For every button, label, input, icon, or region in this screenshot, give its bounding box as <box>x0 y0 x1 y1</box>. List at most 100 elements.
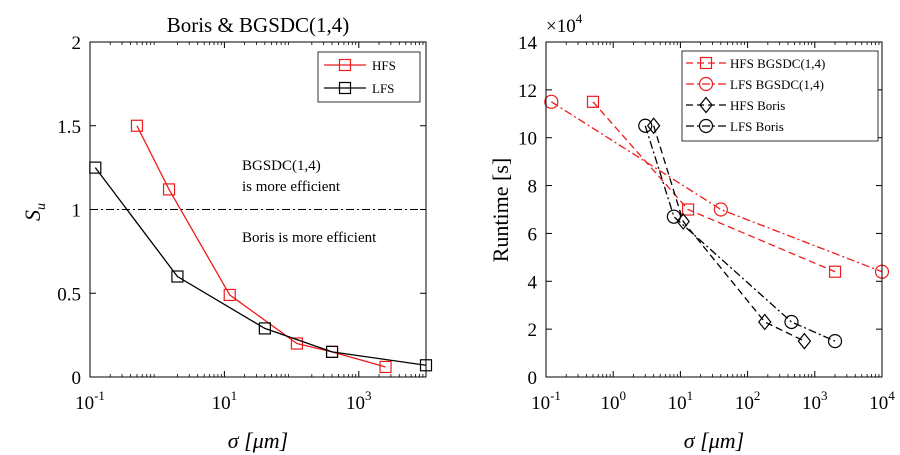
right-xtick-exp: 3 <box>821 388 828 403</box>
right-series-hfs-boris-point <box>646 117 661 135</box>
right-legend: HFS BGSDC(1,4) LFS BGSDC(1,4) HFS Boris LFS… <box>681 50 879 142</box>
right-xtick-label: 102 <box>735 388 761 414</box>
left-legend-lfs-marker <box>338 81 352 95</box>
right-series-lfs-boris-point <box>638 118 653 133</box>
right-ytick-label: 0 <box>528 368 538 389</box>
left-chart-title: Boris & BGSDC(1,4) <box>167 13 350 37</box>
right-legend-hfs-bgsdc-1-4-marker <box>699 56 713 70</box>
left-xtick-label: 103 <box>346 388 372 414</box>
right-xtick-base: 10 <box>668 393 687 414</box>
right-series-hfs-bgsdc-1-4-point <box>586 95 600 108</box>
right-series-lfs-boris-point <box>666 209 681 224</box>
right-xtick-exp: 4 <box>888 388 895 403</box>
right-series-hfs-bgsdc-1-4 <box>586 95 842 278</box>
right-series-lfs-bgsdc-1-4-point <box>544 94 559 109</box>
left-series-hfs-point <box>162 183 176 196</box>
left-xtick-base: 10 <box>75 393 94 414</box>
left-annotation-upper-1: BGSDC(1,4) <box>242 158 321 174</box>
right-xtick-label: 103 <box>802 388 828 414</box>
right-xtick-label: 104 <box>869 388 895 414</box>
right-xtick-base: 10 <box>735 393 754 414</box>
left-series-lfs-point <box>171 270 184 283</box>
left-series-lfs-line <box>94 167 427 366</box>
right-xtick-exp: 2 <box>754 388 761 403</box>
right-series-lfs-boris <box>638 118 843 349</box>
right-y-axis-label: Runtime [s] <box>488 158 513 263</box>
left-xtick-exp: 1 <box>231 388 238 403</box>
left-y-axis-label-main: S <box>20 210 45 221</box>
left-xtick-exp: -1 <box>94 388 105 403</box>
left-y-axis-label: Su <box>20 203 49 221</box>
left-ytick-label: 0.5 <box>57 284 81 305</box>
left-series-hfs-point <box>223 288 236 302</box>
left-y-axis-label-sub: u <box>34 203 49 210</box>
left-ytick-label: 2 <box>72 33 82 54</box>
right-series-hfs-boris-point <box>757 313 772 331</box>
right-legend-lfs-bgsdc-1-4-marker <box>698 76 714 92</box>
right-x-axis-label: σ [μm] <box>684 428 744 453</box>
right-ytick-label: 2 <box>528 320 538 341</box>
left-ytick-label: 1.5 <box>57 117 81 138</box>
left-legend-items: HFS LFS <box>324 58 396 96</box>
right-xtick-exp: 0 <box>619 388 626 403</box>
right-legend-hfs-boris-label: HFS Boris <box>730 98 785 113</box>
left-xtick-exp: 3 <box>365 388 372 403</box>
right-chart: ×104 Runtime [s] σ [μm] 10-1 100 101 102 103… <box>488 11 895 453</box>
right-xtick-base: 10 <box>531 393 550 414</box>
left-legend-box <box>317 51 421 103</box>
right-series-hfs-boris-point <box>797 332 812 350</box>
right-y-multiplier-exp: 4 <box>576 11 583 26</box>
right-xtick-base: 10 <box>869 393 888 414</box>
right-xtick-label: 100 <box>600 388 626 414</box>
right-y-multiplier: ×104 <box>546 11 583 37</box>
right-series-lfs-bgsdc-1-4-point <box>713 202 728 217</box>
right-series-lfs-boris-line <box>644 125 836 342</box>
left-x-axis-label: σ [μm] <box>228 428 288 453</box>
right-series-lfs-boris-point <box>827 334 843 349</box>
left-series-hfs-point <box>379 360 392 374</box>
left-xtick-label: 10-1 <box>75 388 105 414</box>
left-xtick-base: 10 <box>212 393 231 414</box>
left-xtick-base: 10 <box>346 393 365 414</box>
left-series-hfs-line <box>136 125 386 368</box>
left-legend-hfs-marker <box>338 58 352 72</box>
right-legend-lfs-bgsdc-1-4-label: LFS BGSDC(1,4) <box>730 77 824 92</box>
right-series-hfs-boris-line <box>653 125 805 342</box>
right-ytick-label: 6 <box>528 224 538 245</box>
right-xtick-label: 10-1 <box>531 388 561 414</box>
left-series-lfs-point <box>325 345 339 358</box>
left-ytick-label: 1 <box>72 201 82 222</box>
left-chart: Boris & BGSDC(1,4) Su σ [μm] 10-1 101 1030… <box>20 13 433 453</box>
right-series-hfs-boris-point <box>676 213 690 230</box>
svg-text:×104: ×104 <box>546 11 583 37</box>
left-series-hfs-point <box>290 337 304 350</box>
svg-text:Su: Su <box>20 203 49 221</box>
right-series-hfs-boris <box>646 117 812 350</box>
right-series-hfs-bgsdc-1-4-point <box>828 265 842 278</box>
right-series-lfs-bgsdc-1-4-line <box>550 101 883 273</box>
right-legend-hfs-boris-marker <box>699 96 713 114</box>
right-y-multiplier-base: ×10 <box>546 16 576 37</box>
right-legend-lfs-boris-marker <box>698 118 714 134</box>
right-ytick-label: 4 <box>528 272 538 293</box>
right-ytick-label: 14 <box>518 33 538 54</box>
left-series-hfs-point <box>130 119 144 132</box>
left-annotation-upper-2: is more efficient <box>242 179 341 195</box>
right-ytick-label: 8 <box>528 177 538 198</box>
left-xtick-label: 101 <box>212 388 238 414</box>
right-series-lfs-boris-point <box>784 314 799 330</box>
right-ytick-label: 10 <box>518 129 537 150</box>
right-legend-lfs-boris-label: LFS Boris <box>730 119 784 134</box>
left-legend: HFS LFS <box>317 51 421 103</box>
right-xtick-base: 10 <box>802 393 821 414</box>
right-plot-frame <box>545 41 883 378</box>
left-plot-frame <box>89 41 427 378</box>
right-legend-hfs-bgsdc-1-4-label: HFS BGSDC(1,4) <box>730 56 825 71</box>
right-xtick-exp: 1 <box>687 388 694 403</box>
right-xtick-base: 10 <box>600 393 619 414</box>
right-xtick-exp: -1 <box>550 388 561 403</box>
left-ytick-label: 0 <box>72 368 82 389</box>
right-ytick-label: 12 <box>518 81 537 102</box>
right-series-hfs-bgsdc-1-4-point <box>681 203 695 216</box>
